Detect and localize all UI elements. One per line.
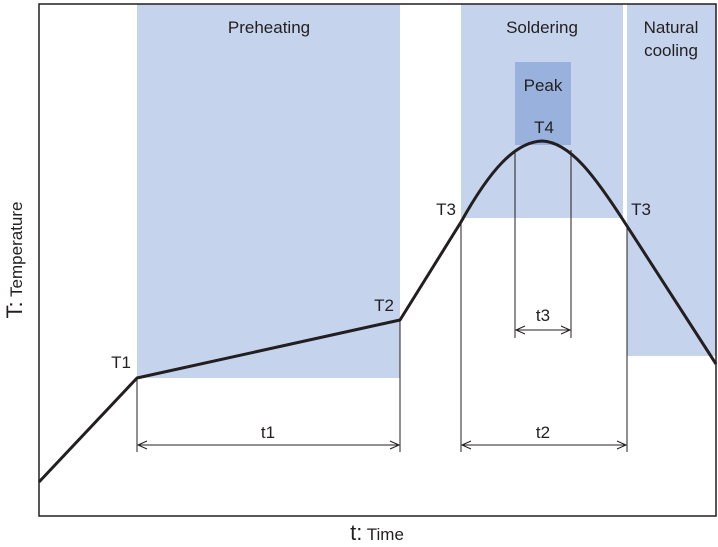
t3-left-temperature-label: T3	[436, 200, 456, 219]
t1-interval-label: t1	[261, 423, 275, 442]
temperature-profile-curve	[37, 139, 718, 484]
t2-interval-arrow	[460, 440, 628, 450]
t2-interval-label: t2	[536, 423, 550, 442]
soldering-label: Soldering	[506, 18, 578, 37]
peak-region	[515, 62, 571, 145]
x-axis-title: t: Time	[350, 520, 404, 545]
t4-temperature-label: T4	[534, 118, 554, 137]
t3-interval-arrow	[514, 325, 572, 335]
y-axis-title: T: Temperature	[2, 202, 27, 319]
natural-cooling-label-line1: Natural	[644, 18, 699, 37]
plot-frame	[38, 3, 717, 517]
y-axis-separator: :	[2, 301, 27, 307]
t3-right-temperature-label: T3	[631, 200, 651, 219]
natural-cooling-label-line2: cooling	[644, 41, 698, 60]
y-axis-word: Temperature	[7, 202, 26, 302]
t1-interval-arrow	[136, 440, 401, 450]
t3-interval-label: t3	[536, 306, 550, 325]
y-axis-letter: T	[2, 305, 27, 318]
x-axis-letter: t	[350, 520, 356, 545]
x-axis-separator: :	[356, 520, 362, 545]
preheating-region	[137, 4, 400, 378]
t2-temperature-label: T2	[374, 296, 394, 315]
preheating-label: Preheating	[228, 18, 310, 37]
peak-label: Peak	[524, 76, 563, 95]
x-axis-word: Time	[362, 525, 404, 544]
t1-temperature-label: T1	[111, 353, 131, 372]
